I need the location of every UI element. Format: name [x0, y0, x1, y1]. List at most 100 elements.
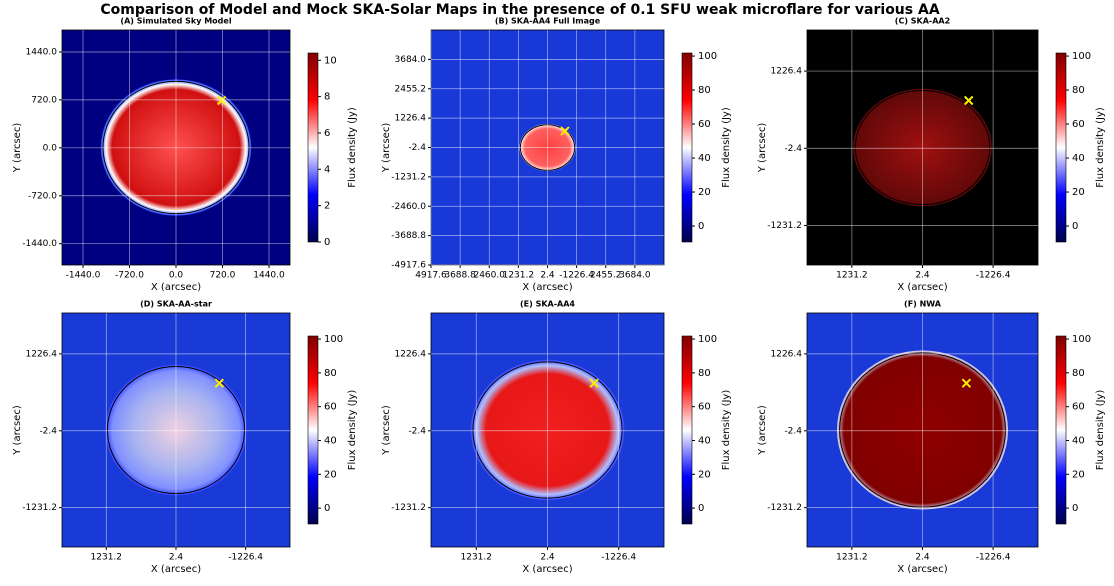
marker — [214, 378, 225, 388]
x-tick-label: 2.4 — [915, 271, 930, 281]
x-tick-label: -1226.4 — [228, 553, 263, 563]
colorbar-tick-label: 40 — [324, 435, 337, 446]
colorbar-tick-label: 60 — [1072, 119, 1085, 130]
y-tick-label: 1226.4 — [395, 349, 427, 359]
y-tick-label: -2.4 — [408, 143, 426, 153]
colorbar-label: Flux density (Jy) — [721, 107, 732, 188]
x-axis-label: X (arcsec) — [151, 282, 201, 293]
y-tick-label: 1226.4 — [771, 349, 803, 359]
y-tick-label: 2455.2 — [395, 84, 427, 94]
x-tick-label: 1231.2 — [836, 271, 868, 281]
x-tick-label: -1226.4 — [976, 271, 1011, 281]
x-tick-label: 3684.0 — [619, 271, 651, 281]
x-tick-label: -1226.4 — [559, 271, 594, 281]
panel-title: (B) SKA-AA4 Full Image — [495, 17, 601, 26]
panel-title: (F) NWA — [904, 300, 942, 309]
colorbar-tick-label: 0 — [1072, 503, 1078, 514]
x-tick-label: 2.4 — [915, 553, 930, 563]
y-tick-label: -1231.2 — [767, 221, 802, 231]
x-tick-label: 1440.0 — [253, 271, 285, 281]
colorbar-tick-label: 0 — [698, 221, 704, 232]
colorbar-tick-label: 10 — [324, 55, 337, 66]
colorbar — [1055, 52, 1067, 243]
colorbar-tick-label: 4 — [324, 164, 330, 175]
y-tick-label: -4917.6 — [391, 261, 426, 271]
y-tick-label: -2.4 — [39, 426, 57, 436]
marker — [961, 378, 972, 388]
marker — [216, 95, 227, 106]
y-tick-label: -1440.0 — [22, 239, 57, 249]
y-tick-label: -2.4 — [408, 426, 426, 436]
colorbar-label: Flux density (Jy) — [347, 107, 358, 188]
colorbar-tick-label: 100 — [1072, 51, 1091, 62]
x-axis-label: X (arcsec) — [897, 282, 947, 293]
x-tick-label: 3688.8 — [444, 271, 476, 281]
marker — [560, 126, 570, 136]
y-axis-label: Y (arcsec) — [12, 123, 23, 174]
colorbar-tick-label: 100 — [1072, 334, 1091, 345]
y-tick-label: -3688.8 — [391, 231, 426, 241]
colorbar — [307, 52, 319, 243]
colorbar-label: Flux density (Jy) — [1095, 390, 1106, 471]
x-axis-label: X (arcsec) — [151, 564, 201, 575]
colorbar-tick-label: 100 — [698, 51, 717, 62]
y-tick-label: -720.0 — [28, 191, 57, 201]
y-tick-label: -1231.2 — [22, 503, 57, 513]
y-tick-label: 720.0 — [31, 95, 57, 105]
y-tick-label: -2.4 — [784, 426, 802, 436]
colorbar — [681, 335, 693, 525]
x-tick-label: 1231.2 — [836, 553, 868, 563]
colorbar-tick-label: 0 — [324, 237, 330, 248]
colorbar-label: Flux density (Jy) — [347, 390, 358, 471]
colorbar-tick-label: 0 — [324, 503, 330, 514]
y-tick-label: 1226.4 — [395, 114, 427, 124]
panel-title: (D) SKA-AA-star — [140, 300, 212, 309]
y-tick-label: -2.4 — [784, 144, 802, 154]
colorbar-tick-label: 0 — [698, 503, 704, 514]
x-tick-label: -1440.0 — [66, 271, 101, 281]
y-tick-label: 1226.4 — [26, 349, 58, 359]
x-tick-label: 0.0 — [169, 271, 184, 281]
y-axis-label: Y (arcsec) — [381, 123, 392, 174]
x-tick-label: 2.4 — [540, 271, 555, 281]
colorbar-tick-label: 80 — [1072, 368, 1085, 379]
x-tick-label: 1231.2 — [503, 271, 535, 281]
colorbar-tick-label: 2 — [324, 201, 330, 212]
colorbar-tick-label: 20 — [698, 469, 711, 480]
colorbar — [307, 335, 319, 525]
x-tick-label: 1231.2 — [461, 553, 493, 563]
colorbar — [1055, 335, 1067, 525]
marker — [963, 95, 974, 106]
colorbar-tick-label: 100 — [324, 334, 343, 345]
colorbar — [681, 52, 693, 243]
x-tick-label: 2460.0 — [473, 271, 505, 281]
marker — [589, 378, 599, 388]
y-axis-label: Y (arcsec) — [757, 405, 768, 456]
x-axis-label: X (arcsec) — [897, 564, 947, 575]
colorbar-tick-label: 20 — [1072, 469, 1085, 480]
x-tick-label: 1231.2 — [91, 553, 123, 563]
colorbar-tick-label: 80 — [324, 368, 337, 379]
y-tick-label: -1231.2 — [391, 172, 426, 182]
y-tick-label: -1231.2 — [391, 503, 426, 513]
y-tick-label: 0.0 — [43, 143, 58, 153]
panel-title: (A) Simulated Sky Model — [120, 17, 231, 26]
y-axis-label: Y (arcsec) — [757, 123, 768, 174]
x-tick-label: -1226.4 — [601, 553, 636, 563]
colorbar-tick-label: 20 — [698, 187, 711, 198]
colorbar-tick-label: 40 — [698, 435, 711, 446]
colorbar-tick-label: 40 — [1072, 435, 1085, 446]
colorbar-tick-label: 0 — [1072, 221, 1078, 232]
colorbar-tick-label: 20 — [1072, 187, 1085, 198]
colorbar-tick-label: 80 — [698, 368, 711, 379]
panel-title: (C) SKA-AA2 — [895, 17, 950, 26]
panel-title: (E) SKA-AA4 — [520, 300, 575, 309]
y-axis-label: Y (arcsec) — [381, 405, 392, 456]
colorbar-tick-label: 6 — [324, 128, 330, 139]
colorbar-tick-label: 8 — [324, 92, 330, 103]
x-axis-label: X (arcsec) — [522, 564, 572, 575]
x-tick-label: 2.4 — [540, 553, 555, 563]
colorbar-tick-label: 40 — [698, 153, 711, 164]
colorbar-tick-label: 60 — [324, 402, 337, 413]
